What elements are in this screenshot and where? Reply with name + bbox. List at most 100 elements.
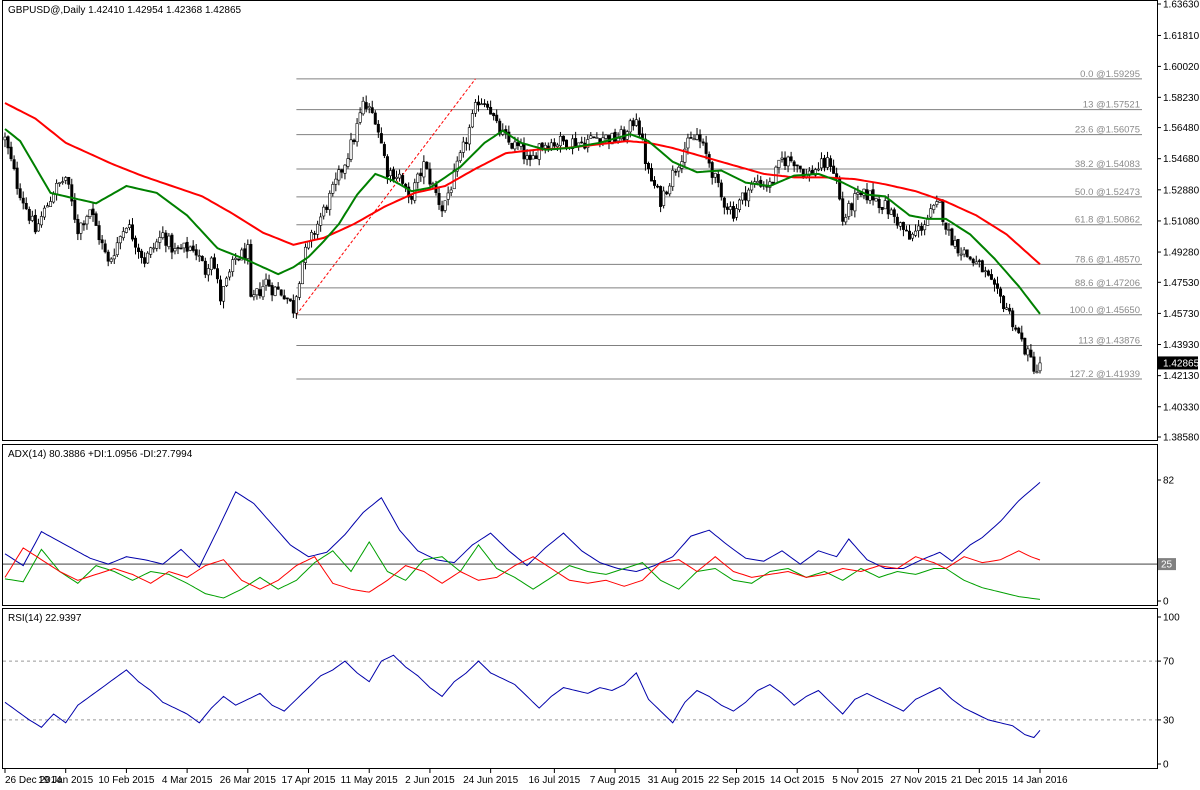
candle-body xyxy=(173,248,177,252)
candle-body xyxy=(401,175,405,184)
candle-body xyxy=(1014,327,1018,330)
rsi-line xyxy=(4,654,1041,739)
candle-body xyxy=(756,181,760,184)
candle-body xyxy=(270,285,274,296)
candle-body xyxy=(889,209,893,215)
candle-body xyxy=(574,138,578,148)
candle-body xyxy=(1008,307,1012,312)
candle-body xyxy=(795,164,799,167)
candle-body xyxy=(844,217,848,223)
candle-body xyxy=(486,103,490,108)
candle-body xyxy=(222,286,226,302)
candle-body xyxy=(856,192,860,195)
candle-body xyxy=(938,200,942,203)
candle-body xyxy=(182,242,186,249)
candle-body xyxy=(124,227,128,233)
candle-body xyxy=(798,165,802,170)
candle-body xyxy=(176,247,180,249)
price-tick-label: 1.40330 xyxy=(1163,402,1200,413)
date-tick-label: 21 Dec 2015 xyxy=(951,775,1008,786)
candle-body xyxy=(668,185,672,195)
candle-body xyxy=(561,135,565,142)
candle-body xyxy=(816,168,820,171)
candle-body xyxy=(379,133,383,144)
candle-body xyxy=(149,247,153,255)
candle-body xyxy=(464,142,468,144)
adx-panel-frame xyxy=(2,444,1158,606)
date-tick-label: 31 Aug 2015 xyxy=(648,775,705,786)
candle-body xyxy=(9,146,13,160)
candle-body xyxy=(361,100,365,115)
candle-body xyxy=(373,112,377,125)
candle-body xyxy=(358,112,362,123)
candle-body xyxy=(416,173,420,183)
candle-body xyxy=(968,256,972,260)
candle-body xyxy=(656,185,660,188)
candle-body xyxy=(109,258,113,262)
candle-body xyxy=(747,189,751,202)
adx-series-plus_di xyxy=(4,541,1041,600)
fib-level-label: 38.2 @1.54083 xyxy=(1075,159,1140,170)
candle-body xyxy=(686,137,690,149)
candle-body xyxy=(337,169,341,181)
candle-body xyxy=(458,152,462,162)
candle-body xyxy=(18,188,22,199)
candle-body xyxy=(917,225,921,231)
adx-series-adx xyxy=(4,482,1041,573)
price-tick-label: 1.49280 xyxy=(1163,248,1200,259)
candle-body xyxy=(907,230,911,240)
candle-body xyxy=(440,205,444,212)
candle-body xyxy=(835,173,839,178)
candle-body xyxy=(146,252,150,264)
candle-body xyxy=(349,139,353,160)
date-tick-label: 26 Dec 2014 xyxy=(5,775,62,786)
candle-body xyxy=(340,169,344,173)
symbol-header: GBPUSD@,Daily 1.42410 1.42954 1.42368 1.… xyxy=(8,5,242,16)
candle-body xyxy=(671,169,675,187)
candle-body xyxy=(170,234,174,253)
candle-body xyxy=(510,143,514,149)
candle-body xyxy=(164,232,168,246)
candle-body xyxy=(179,247,183,250)
candle-body xyxy=(395,176,399,179)
candle-body xyxy=(343,164,347,174)
candle-body xyxy=(1029,349,1033,358)
candle-body xyxy=(130,224,134,240)
candle-body xyxy=(483,103,487,105)
candle-body xyxy=(294,296,298,314)
candle-body xyxy=(112,255,116,260)
price-tick-label: 1.47530 xyxy=(1163,278,1200,289)
candle-body xyxy=(877,199,881,209)
candle-body xyxy=(531,155,535,160)
candle-body xyxy=(959,253,963,256)
candle-body xyxy=(923,224,927,231)
candle-body xyxy=(467,127,471,145)
price-tick-label: 1.61810 xyxy=(1163,31,1200,42)
candle-body xyxy=(209,257,213,270)
candle-body xyxy=(507,131,511,143)
date-tick-label: 17 Apr 2015 xyxy=(282,775,336,786)
candle-body xyxy=(33,214,37,233)
candle-body xyxy=(1017,327,1021,334)
date-tick-label: 19 Jan 2015 xyxy=(38,775,93,786)
candle-body xyxy=(792,161,796,167)
candle-body xyxy=(783,157,787,167)
fib-level-label: 61.8 @1.50862 xyxy=(1075,215,1140,226)
candle-body xyxy=(744,192,748,201)
candle-body xyxy=(595,137,599,139)
candle-body xyxy=(200,256,204,262)
candle-body xyxy=(39,216,43,226)
candle-body xyxy=(786,156,790,167)
candle-body xyxy=(698,134,702,142)
candle-body xyxy=(437,193,441,205)
candle-body xyxy=(355,123,359,143)
candle-body xyxy=(85,216,89,225)
candle-body xyxy=(273,286,277,296)
date-tick-label: 4 Mar 2015 xyxy=(162,775,213,786)
candle-body xyxy=(665,191,669,195)
last-price-box xyxy=(1158,356,1198,370)
candle-body xyxy=(240,249,244,261)
candle-body xyxy=(167,235,171,247)
candle-body xyxy=(419,172,423,177)
candle-body xyxy=(328,192,332,210)
